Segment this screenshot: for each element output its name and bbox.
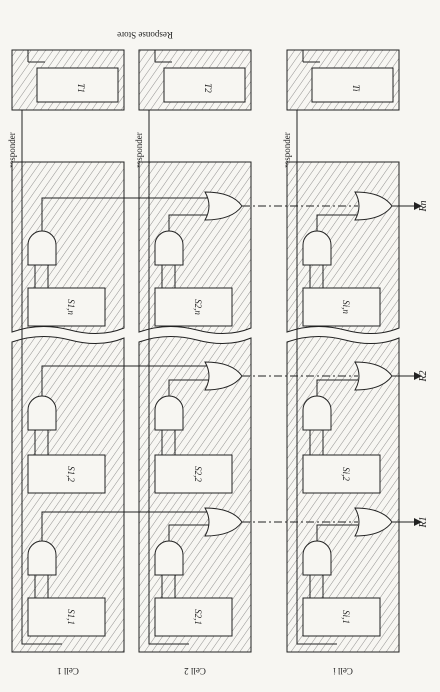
responder-label-1: responder — [7, 132, 17, 168]
and-gate — [27, 395, 57, 431]
register-t1 — [36, 67, 119, 103]
register-t2-label: T2 — [203, 83, 213, 93]
cell-label-i: Cell i — [333, 666, 353, 676]
bit-register-si1 — [302, 597, 381, 637]
or-gate — [204, 191, 243, 221]
bit-register-s22 — [154, 454, 233, 494]
register-t1-label: T1 — [76, 83, 86, 93]
register-ti — [311, 67, 394, 103]
responder-label-2: responder — [134, 132, 144, 168]
cell-label-2: Cell 2 — [184, 666, 206, 676]
and-gate — [27, 540, 57, 576]
or-gate — [354, 361, 393, 391]
and-gate — [27, 230, 57, 266]
bit-register-s11 — [27, 597, 106, 637]
or-gate — [204, 361, 243, 391]
responder-label-i: responder — [282, 132, 292, 168]
bit-label-sin: Si,n — [341, 300, 351, 314]
bit-registers — [27, 287, 381, 637]
bit-label-s22: S2,2 — [193, 466, 203, 482]
bit-register-s12 — [27, 454, 106, 494]
or-gates — [204, 191, 393, 537]
or-chain-connectors — [242, 205, 358, 523]
and-gate — [154, 395, 184, 431]
or-gate — [354, 507, 393, 537]
and-gate — [302, 230, 332, 266]
and-gate — [154, 540, 184, 576]
bit-label-s21: S2,1 — [193, 609, 203, 625]
and-gate — [302, 540, 332, 576]
bit-label-s2n: S2,n — [193, 299, 203, 315]
and-gate-wiring — [21, 160, 358, 645]
bit-label-s11: S1,1 — [66, 609, 76, 625]
and-gate — [154, 230, 184, 266]
response-store-label: Response Store — [117, 30, 173, 40]
bit-label-s1n: S1,n — [66, 299, 76, 315]
bit-register-s1n — [27, 287, 106, 327]
bit-register-sin — [302, 287, 381, 327]
register-t2 — [163, 67, 246, 103]
and-gates — [27, 230, 332, 576]
cell-label-1: Cell 1 — [57, 666, 79, 676]
or-gate — [204, 507, 243, 537]
output-label-r2: R2 — [418, 370, 429, 382]
bit-label-si2: Si,2 — [341, 467, 351, 481]
register-ti-label: Ti — [351, 84, 361, 92]
and-gate — [302, 395, 332, 431]
output-arrows — [392, 202, 422, 526]
bit-label-si1: Si,1 — [341, 610, 351, 624]
output-label-r1: R1 — [418, 516, 429, 528]
bit-register-s2n — [154, 287, 233, 327]
bit-register-si2 — [302, 454, 381, 494]
bit-label-s12: S1,2 — [66, 466, 76, 482]
or-gate — [354, 191, 393, 221]
bit-register-s21 — [154, 597, 233, 637]
output-label-rn: Rn — [418, 200, 429, 212]
response-store — [11, 49, 400, 111]
